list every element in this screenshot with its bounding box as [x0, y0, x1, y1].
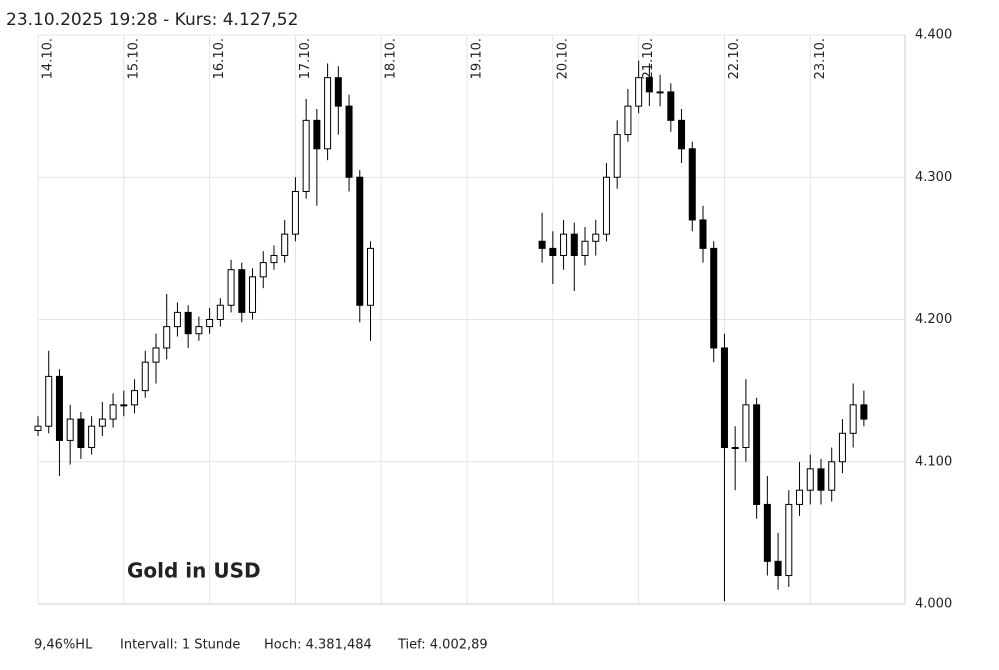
candle-body: [613, 134, 621, 178]
candle-body: [560, 233, 568, 256]
candle-body: [602, 176, 610, 235]
candle-body: [678, 119, 686, 150]
candle-body: [270, 254, 278, 264]
candle-body: [302, 119, 310, 192]
candle-body: [645, 77, 653, 93]
candle-body: [710, 247, 718, 349]
footer-item: Hoch: 4.381,484: [264, 638, 372, 653]
candle-body: [796, 489, 804, 505]
x-tick-label: 18.10.: [384, 38, 399, 79]
candle-body: [55, 375, 63, 441]
candle-body: [366, 247, 374, 306]
candle-body: [152, 347, 160, 363]
y-tick-label: 4.000: [915, 597, 952, 612]
candle-body: [570, 233, 578, 256]
candle-body: [538, 240, 546, 249]
candle-body: [667, 91, 675, 121]
candle-body: [731, 447, 739, 450]
candle-body: [860, 404, 868, 420]
candle-body: [34, 425, 42, 431]
x-tick-label: 23.10.: [813, 38, 828, 79]
candle-body: [184, 311, 192, 335]
candle-body: [656, 91, 664, 94]
candle-body: [259, 262, 267, 278]
candle-body: [763, 503, 771, 562]
candle-body: [838, 432, 846, 463]
candle-body: [635, 77, 643, 107]
candle-body: [785, 503, 793, 577]
candle-body: [699, 219, 707, 249]
candle-body: [828, 461, 836, 491]
candle-body: [195, 326, 203, 335]
x-tick-label: 21.10.: [641, 38, 656, 79]
candle-body: [141, 361, 149, 392]
candle-body: [291, 190, 299, 235]
candle-body: [753, 404, 761, 505]
candle-body: [624, 105, 632, 136]
chart-title: 23.10.2025 19:28 - Kurs: 4.127,52: [6, 10, 298, 30]
y-tick-label: 4.400: [915, 28, 952, 43]
candle-body: [688, 148, 696, 221]
candle-body: [549, 247, 557, 256]
candle-body: [324, 77, 332, 150]
candle-body: [206, 319, 214, 328]
candle-body: [238, 269, 246, 313]
x-tick-label: 16.10.: [212, 38, 227, 79]
candle-body: [109, 404, 117, 420]
candle-body: [77, 418, 85, 449]
candle-body: [173, 311, 181, 328]
x-tick-label: 19.10.: [470, 38, 485, 79]
candle-body: [592, 233, 600, 242]
x-tick-label: 20.10.: [555, 38, 570, 79]
candle-body: [249, 276, 257, 313]
candle-body: [774, 560, 782, 577]
annotation: Gold in USD: [127, 559, 261, 583]
candle-body: [313, 119, 321, 150]
y-tick-label: 4.100: [915, 454, 952, 469]
candle-body: [120, 404, 128, 407]
candle-body: [88, 425, 96, 449]
candle-body: [345, 105, 353, 178]
candle-body: [216, 304, 224, 320]
footer-item: 9,46%HL: [34, 638, 93, 653]
candle-body: [66, 418, 74, 441]
x-tick-label: 14.10.: [41, 38, 56, 79]
footer-item: Tief: 4.002,89: [397, 638, 488, 653]
candle-body: [581, 240, 589, 256]
x-tick-label: 17.10.: [298, 38, 313, 79]
candle-body: [356, 176, 364, 306]
candle-body: [227, 269, 235, 306]
y-tick-label: 4.200: [915, 312, 952, 327]
candle-body: [163, 326, 171, 349]
candle-body: [334, 77, 342, 107]
candle-body: [720, 347, 728, 449]
candle-body: [131, 390, 139, 406]
footer-item: Intervall: 1 Stunde: [120, 638, 240, 653]
y-tick-label: 4.300: [915, 170, 952, 185]
candle-body: [742, 404, 750, 449]
candle-body: [806, 468, 814, 491]
candle-body: [98, 418, 106, 427]
x-tick-label: 15.10.: [126, 38, 141, 79]
candle-body: [849, 404, 857, 434]
x-tick-label: 22.10.: [727, 38, 742, 79]
candle-body: [281, 233, 289, 256]
candle-body: [817, 468, 825, 491]
candle-body: [45, 375, 53, 427]
